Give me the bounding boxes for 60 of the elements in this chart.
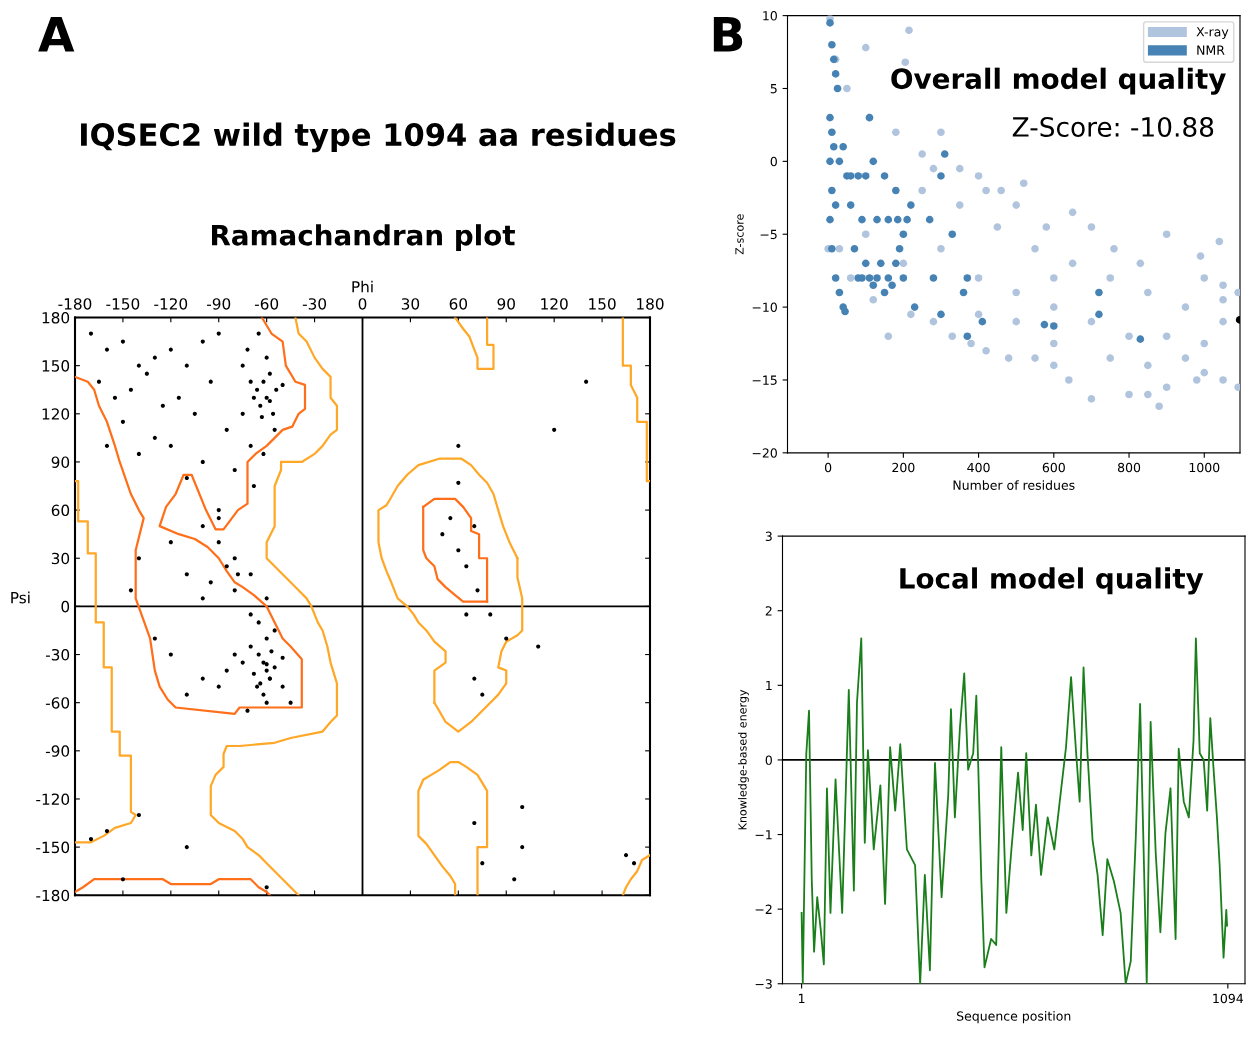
y-tick-label: 3 — [765, 531, 772, 542]
annotation: Overall model quality — [891, 67, 1226, 95]
text: B — [713, 17, 743, 52]
y-tick-label: −10 — [752, 302, 777, 313]
y-tick-label: 180 — [42, 311, 70, 324]
y-tick-label: −15 — [752, 375, 777, 385]
x-tick-label: 150 — [589, 298, 616, 310]
x-tick-label: 800 — [1117, 462, 1141, 473]
y-tick-label: -90 — [45, 745, 70, 757]
y-tick-label: −3 — [755, 979, 772, 989]
y-tick-label: −1 — [755, 830, 772, 840]
x-tick-label: 30 — [401, 298, 420, 310]
x-tick-label: 600 — [1042, 462, 1065, 473]
y-tick-label: -150 — [36, 841, 70, 854]
x-tick-label: -120 — [154, 298, 188, 310]
y-tick-label: 10 — [763, 11, 777, 21]
y-tick-label: −5 — [760, 229, 777, 240]
x-tick-label: 1094 — [1213, 993, 1244, 1004]
annotation: Local model quality — [900, 567, 1204, 595]
y-axis-title: Psi — [11, 591, 30, 604]
x-tick-label: 120 — [541, 298, 568, 310]
x-tick-label: 0 — [358, 298, 367, 310]
y-tick-label: 0 — [770, 156, 777, 167]
y-tick-label: -180 — [36, 889, 70, 902]
y-tick-label: 150 — [42, 360, 70, 372]
text: A — [38, 17, 75, 52]
y-tick-label: -60 — [45, 697, 70, 709]
text: IQSEC2 wild type 1094 aa residues — [81, 122, 676, 153]
y-axis-title: Knowledge-based energy — [738, 689, 749, 830]
y-tick-label: −20 — [752, 448, 777, 458]
y-tick-label: 120 — [42, 408, 70, 420]
chart-title: Ramachandran plot — [211, 224, 515, 252]
y-tick-label: -30 — [45, 648, 70, 661]
x-tick-label: 90 — [497, 298, 515, 310]
x-tick-label: 180 — [637, 298, 664, 310]
x-tick-label: -30 — [302, 298, 327, 310]
annotation: Z-Score: -10.88 — [1012, 116, 1214, 137]
y-tick-label: 2 — [765, 606, 772, 616]
x-tick-label: 200 — [892, 462, 915, 473]
y-tick-label: 0 — [765, 755, 772, 765]
y-tick-label: 5 — [770, 84, 777, 94]
x-axis-title: Phi — [352, 280, 373, 293]
y-tick-label: 1 — [766, 680, 772, 691]
y-axis-title: Z-score — [735, 214, 744, 255]
x-tick-label: 400 — [967, 462, 990, 473]
x-tick-label: 0 — [824, 462, 832, 473]
x-tick-label: -60 — [254, 298, 279, 310]
x-axis-title: Sequence position — [957, 1011, 1071, 1024]
y-tick-label: -120 — [36, 793, 70, 805]
y-tick-label: 60 — [51, 504, 70, 517]
y-tick-label: 30 — [51, 552, 70, 565]
legend-label: X-ray — [1196, 27, 1229, 39]
legend-label: NMR — [1197, 45, 1225, 55]
x-tick-label: 60 — [449, 298, 468, 310]
x-axis-title: Number of residues — [953, 480, 1075, 490]
x-tick-label: 1000 — [1189, 462, 1220, 473]
x-tick-label: -90 — [207, 298, 231, 310]
y-tick-label: 0 — [61, 600, 70, 613]
x-tick-label: -150 — [106, 298, 140, 310]
y-tick-label: −2 — [755, 904, 772, 914]
